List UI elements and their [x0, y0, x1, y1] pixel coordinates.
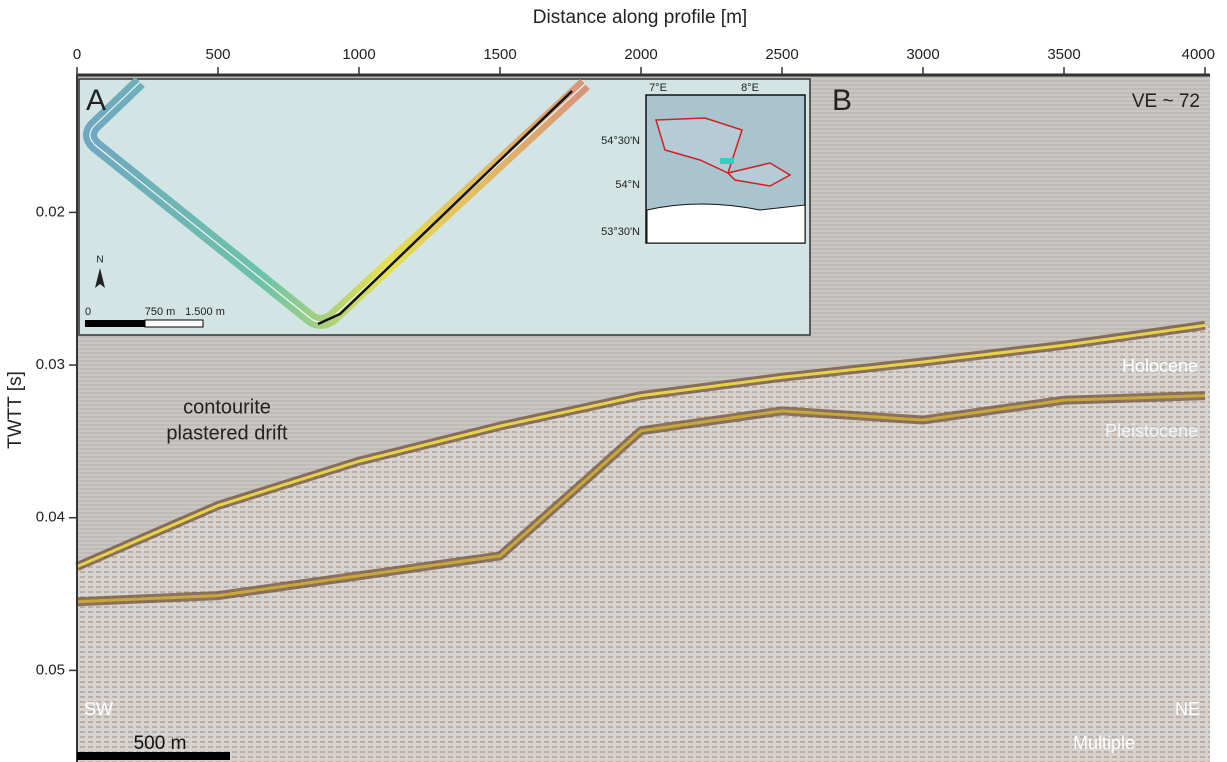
x-tick-label: 0	[73, 46, 81, 63]
annotation: Holocene	[1122, 356, 1198, 376]
scale-label: 750 m	[145, 306, 176, 318]
annotation: VE ~ 72	[1132, 91, 1200, 112]
y-tick-label: 0.03	[36, 356, 65, 373]
annotation: SW	[84, 699, 113, 719]
panel-label: A	[86, 84, 106, 117]
x-tick-label: 1500	[483, 46, 516, 63]
y-tick-label: 0.04	[36, 509, 65, 526]
north-label: N	[96, 255, 103, 266]
annotation: Pleistocene	[1105, 421, 1198, 441]
annotation: contourite	[183, 396, 271, 418]
scale-label: 1.500 m	[185, 306, 225, 318]
y-axis-title: TWTT [s]	[5, 371, 26, 449]
study-site	[720, 158, 734, 164]
y-tick-label: 0.05	[36, 661, 65, 678]
annotation: plastered drift	[166, 422, 288, 444]
x-axis-title: Distance along profile [m]	[533, 7, 747, 28]
map-label: 8°E	[741, 82, 759, 94]
map-label: 53°30'N	[601, 226, 640, 238]
map-label: 54°30'N	[601, 135, 640, 147]
scale-label: 0	[85, 306, 91, 318]
map-label: 54°N	[615, 179, 640, 191]
x-tick-label: 4000	[1182, 46, 1215, 63]
annotation: B	[832, 84, 852, 117]
x-tick-label: 3000	[906, 46, 939, 63]
inset-scale-white	[145, 320, 203, 327]
x-tick-label: 500	[205, 46, 230, 63]
x-tick-label: 3500	[1047, 46, 1080, 63]
x-tick-label: 2500	[765, 46, 798, 63]
x-tick-label: 1000	[342, 46, 375, 63]
coastline	[647, 204, 805, 243]
annotation: 500 m	[134, 733, 187, 754]
inset-map	[79, 79, 810, 335]
inset-scale-black	[85, 320, 145, 327]
annotation: Multiple	[1073, 733, 1135, 753]
annotation: NE	[1175, 699, 1200, 719]
y-tick-label: 0.02	[36, 203, 65, 220]
figure: 0 500 1000 1500 2000 2500 3000 3500 4000 0.02 0.03…	[0, 0, 1227, 762]
map-label: 7°E	[649, 82, 667, 94]
x-tick-label: 2000	[624, 46, 657, 63]
